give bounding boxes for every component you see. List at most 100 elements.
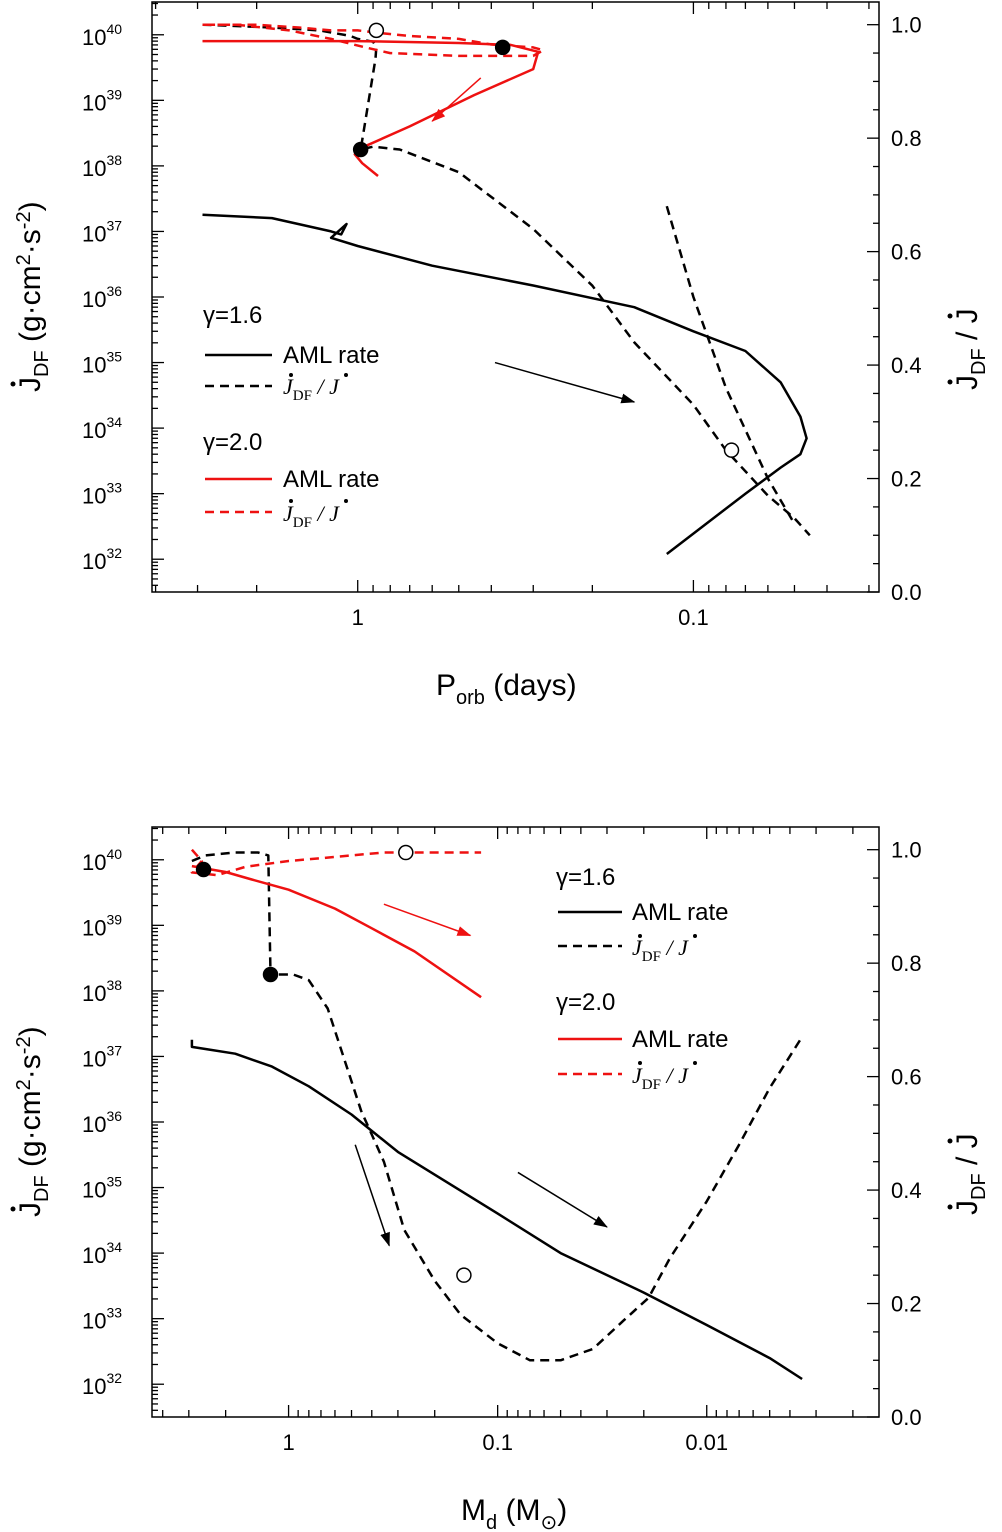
legend-group1-title: γ=1.6 — [203, 302, 262, 329]
filled-circle-marker — [494, 39, 511, 56]
y-left-axis-title: JDF (g·cm2·s-2) — [10, 201, 53, 392]
legend-group2-title: γ=2.0 — [203, 429, 262, 456]
gamma16-ratio-line — [191, 851, 804, 1362]
y-left-tick-label: 1038 — [82, 152, 122, 181]
y-right-tick-label: 0.6 — [891, 1065, 922, 1090]
x-tick-label: 0.1 — [482, 1430, 513, 1455]
y-left-axis-title: JDF (g·cm2·s-2) — [10, 1026, 53, 1217]
direction-arrow — [494, 361, 636, 404]
svg-text:JDF / J: JDF / J — [951, 1133, 990, 1215]
direction-arrow — [517, 1171, 608, 1228]
y-right-tick-labels: 0.0 0.2 0.4 0.6 0.8 1.0 — [891, 13, 922, 605]
legend-aml2-label: AML rate — [283, 466, 379, 493]
x-axis-title: Md (M⊙) — [461, 1494, 567, 1532]
marker-group — [195, 844, 472, 1283]
svg-text:JDF (g·cm2·s-2): JDF (g·cm2·s-2) — [13, 1026, 53, 1217]
direction-arrow — [383, 903, 472, 937]
svg-text:JDF (g·cm2·s-2): JDF (g·cm2·s-2) — [13, 201, 53, 392]
y-left-tick-label: 1036 — [82, 283, 122, 312]
axis-ticks — [152, 827, 879, 1418]
y-right-tick-label: 0.6 — [891, 240, 922, 265]
series-group — [202, 23, 811, 555]
x-tick-label: 1 — [352, 605, 364, 630]
y-right-tick-label: 0.2 — [891, 467, 922, 492]
gamma20-aml-line — [202, 39, 540, 177]
open-circle-marker — [368, 22, 385, 39]
x-tick-labels: 1 0.1 0.01 — [282, 1430, 728, 1455]
plot-frame — [151, 1, 880, 593]
y-right-tick-label: 0.0 — [891, 1405, 922, 1430]
y-left-tick-label: 1034 — [82, 414, 122, 443]
y-right-tick-label: 0.4 — [891, 353, 922, 378]
open-circle-marker — [398, 844, 414, 861]
y-left-tick-label: 1035 — [82, 349, 122, 378]
legend-group1-title: γ=1.6 — [556, 864, 615, 891]
y-right-axis-title: JDF / J — [947, 308, 990, 390]
y-left-tick-labels: 1032 1033 1034 1035 1036 1037 1038 1039 1040 — [82, 21, 122, 574]
y-left-tick-labels: 1032 1033 1034 1035 1036 1037 1038 1039 1040 — [82, 846, 122, 1399]
marker-group — [352, 22, 740, 458]
gamma16-ratio-line — [202, 23, 811, 537]
y-right-tick-labels: 0.0 0.2 0.4 0.6 0.8 1.0 — [891, 838, 922, 1430]
legend-aml1-label: AML rate — [283, 342, 379, 369]
gamma16-ratio-line — [665, 205, 796, 525]
filled-circle-marker — [352, 141, 369, 158]
x-tick-label: 0.1 — [678, 605, 709, 630]
y-left-tick-label: 1035 — [82, 1174, 122, 1203]
legend-group2-title: γ=2.0 — [556, 989, 615, 1016]
direction-arrow — [354, 1144, 390, 1247]
filled-circle-marker — [262, 966, 279, 983]
y-left-tick-label: 1036 — [82, 1108, 122, 1137]
legend-ratio1-label: JDF / J — [283, 374, 340, 404]
y-right-tick-label: 0.8 — [891, 126, 922, 151]
open-circle-marker — [456, 1267, 472, 1283]
y-left-tick-label: 1037 — [82, 217, 122, 246]
legend: γ=1.6 AML rate JDF / J γ=2.0 AML rate JD… — [203, 302, 379, 531]
y-left-tick-label: 1038 — [82, 977, 122, 1006]
y-left-tick-label: 1034 — [82, 1239, 122, 1268]
gamma20-ratio-line — [190, 848, 482, 877]
series-group — [190, 848, 804, 1381]
legend-ratio1-label: JDF / J — [632, 935, 689, 965]
y-left-tick-label: 1040 — [82, 21, 122, 50]
y-right-tick-label: 0.2 — [891, 1292, 922, 1317]
x-tick-label: 1 — [282, 1430, 294, 1455]
arrow-group — [354, 903, 608, 1247]
y-right-tick-label: 0.8 — [891, 951, 922, 976]
svg-text:JDF / J: JDF / J — [951, 308, 990, 390]
y-right-tick-label: 0.0 — [891, 580, 922, 605]
direction-arrow — [431, 77, 482, 122]
y-left-tick-label: 1032 — [82, 545, 122, 574]
x-axis-title: Porb (days) — [436, 669, 577, 709]
y-left-tick-label: 1040 — [82, 846, 122, 875]
gamma20-aml-line — [191, 864, 482, 999]
y-right-tick-label: 0.4 — [891, 1178, 922, 1203]
gamma16-aml-line — [190, 1039, 803, 1381]
y-left-tick-label: 1037 — [82, 1042, 122, 1071]
y-left-tick-label: 1039 — [82, 911, 122, 940]
y-left-tick-label: 1033 — [82, 480, 122, 509]
plot-frame — [151, 826, 880, 1418]
y-left-tick-label: 1033 — [82, 1305, 122, 1334]
y-right-tick-label: 1.0 — [891, 838, 922, 863]
legend-ratio2-label: JDF / J — [632, 1063, 689, 1093]
legend-ratio2-label: JDF / J — [283, 501, 340, 531]
y-left-tick-label: 1032 — [82, 1370, 122, 1399]
y-right-tick-label: 1.0 — [891, 13, 922, 38]
filled-circle-marker — [195, 861, 212, 878]
legend: γ=1.6 AML rate JDF / J γ=2.0 AML rate JD… — [556, 864, 728, 1093]
x-tick-labels: 1 0.1 — [352, 605, 709, 630]
bottom-panel: 1 0.1 0.01 1032103310341035103610371038103… — [10, 826, 990, 1532]
y-right-axis-title: JDF / J — [947, 1133, 990, 1215]
legend-aml2-label: AML rate — [632, 1026, 728, 1053]
axis-ticks — [152, 2, 879, 593]
open-circle-marker — [723, 442, 740, 458]
arrow-group — [431, 77, 636, 404]
gamma16-aml-line — [202, 213, 808, 555]
y-left-tick-label: 1039 — [82, 86, 122, 115]
x-tick-label: 0.01 — [685, 1430, 728, 1455]
top-panel: 1 0.1 10321033103410351036103710381039104… — [10, 1, 990, 709]
gamma20-ratio-line — [202, 23, 545, 58]
legend-aml1-label: AML rate — [632, 899, 728, 926]
